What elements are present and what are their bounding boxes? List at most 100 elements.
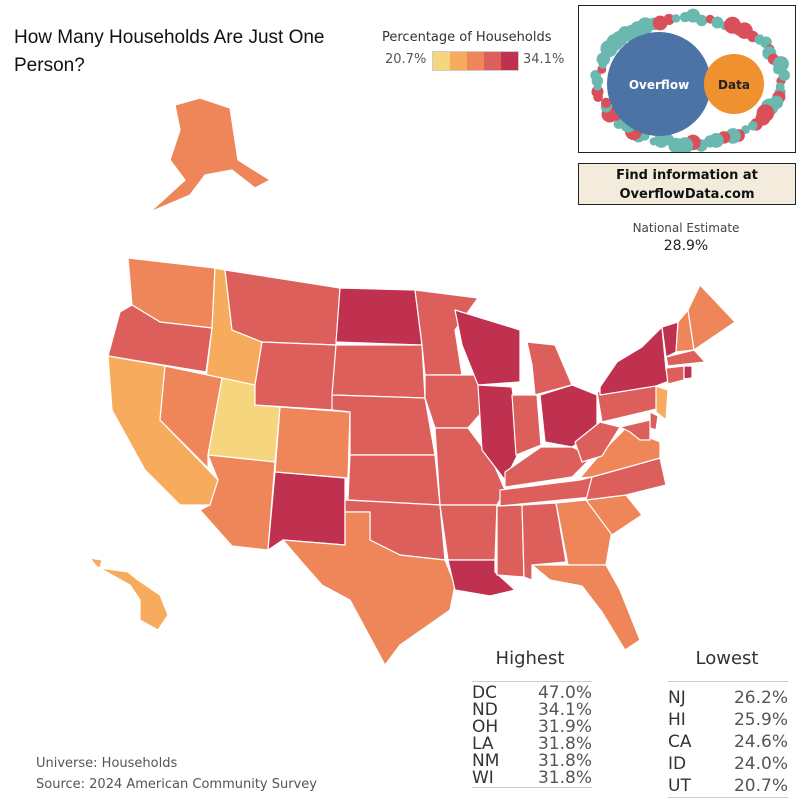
state-sd[interactable] <box>331 344 426 399</box>
state-nj[interactable] <box>655 385 669 421</box>
source-note: Source: 2024 American Community Survey <box>36 777 317 792</box>
state-code: OH <box>472 717 499 737</box>
table-row: WI 31.8% <box>472 770 592 787</box>
percentage: 20.7% <box>733 776 788 796</box>
logo-bubble <box>671 14 681 23</box>
state-ct[interactable] <box>665 365 685 385</box>
state-il[interactable] <box>477 384 521 481</box>
state-code: NJ <box>668 688 686 708</box>
legend-swatch <box>467 52 484 70</box>
state-code: ND <box>472 700 498 720</box>
logo-bubble-blue <box>607 32 711 136</box>
table-row: UT 20.7% <box>668 775 788 797</box>
state-code: DC <box>472 683 497 703</box>
state-ar[interactable] <box>439 504 498 561</box>
logo-bubble <box>663 13 675 25</box>
logo-bubble-orange <box>704 54 764 114</box>
percentage: 31.8% <box>537 734 592 754</box>
state-md[interactable] <box>619 419 651 441</box>
logo-bubble <box>613 118 624 130</box>
state-nv[interactable] <box>159 365 223 469</box>
state-or[interactable] <box>107 304 213 373</box>
state-tx[interactable] <box>282 511 456 666</box>
national-estimate-label: National Estimate <box>632 221 740 235</box>
percentage: 24.0% <box>733 754 788 774</box>
state-wv[interactable] <box>574 421 621 463</box>
legend-swatch <box>450 52 467 70</box>
state-az[interactable] <box>199 454 276 551</box>
state-code: NM <box>472 751 500 771</box>
percentage: 25.9% <box>733 710 788 730</box>
state-fl[interactable] <box>531 564 641 651</box>
percentage: 31.8% <box>537 751 592 771</box>
logo-bubble <box>778 69 790 81</box>
table-row: ND 34.1% <box>472 702 592 719</box>
color-legend <box>432 51 519 71</box>
logo-bubble <box>653 132 669 148</box>
table-row: CA 24.6% <box>668 731 788 753</box>
legend-title: Percentage of Households <box>382 30 552 45</box>
logo-bubble <box>590 69 601 81</box>
state-code: UT <box>668 776 691 796</box>
state-la[interactable] <box>447 559 516 597</box>
table-row: NM 31.8% <box>472 753 592 770</box>
cta-line-2: OverflowData.com <box>619 187 755 202</box>
state-ak[interactable] <box>149 97 271 213</box>
legend-swatch <box>433 52 450 70</box>
table-row: NJ 26.2% <box>668 687 788 709</box>
state-de[interactable] <box>649 411 659 431</box>
state-co[interactable] <box>274 406 351 479</box>
table-row: ID 24.0% <box>668 753 788 775</box>
logo-word-overflow: Overflow <box>629 78 689 92</box>
state-code: WI <box>472 768 494 788</box>
overflow-data-logo[interactable]: Overflow Data <box>578 5 796 154</box>
highest-table: DC 47.0% ND 34.1% OH 31.9% LA 31.8% NM 31.8% WI 31.… <box>472 681 592 788</box>
percentage: 31.9% <box>537 717 592 737</box>
state-mt[interactable] <box>224 269 341 346</box>
legend-swatch <box>484 52 501 70</box>
legend-swatch <box>501 52 518 70</box>
table-row: OH 31.9% <box>472 719 592 736</box>
table-row: HI 25.9% <box>668 709 788 731</box>
state-code: CA <box>668 732 692 752</box>
lowest-title: Lowest <box>695 648 759 669</box>
state-wi[interactable] <box>454 309 521 386</box>
universe-note: Universe: Households <box>36 756 178 771</box>
state-hi[interactable] <box>89 557 169 631</box>
table-row: DC 47.0% <box>472 685 592 702</box>
table-row: LA 31.8% <box>472 736 592 753</box>
state-ma[interactable] <box>665 349 706 367</box>
state-in[interactable] <box>511 394 542 456</box>
state-ms[interactable] <box>496 504 525 578</box>
percentage: 47.0% <box>537 683 592 703</box>
website-link[interactable]: Find information at OverflowData.com <box>578 163 796 205</box>
percentage: 34.1% <box>537 700 592 720</box>
state-me[interactable] <box>687 284 736 351</box>
legend-max: 34.1% <box>523 52 565 67</box>
national-estimate-value: 28.9% <box>663 238 709 254</box>
percentage: 26.2% <box>733 688 788 708</box>
logo-word-data: Data <box>718 78 750 92</box>
state-code: ID <box>668 754 687 774</box>
state-code: LA <box>472 734 494 754</box>
bubble-logo: Overflow Data <box>590 8 790 154</box>
legend-min: 20.7% <box>385 52 427 67</box>
state-code: HI <box>668 710 686 730</box>
page-title: How Many Households Are Just One Person? <box>14 27 325 76</box>
state-ks[interactable] <box>347 454 441 506</box>
percentage: 31.8% <box>537 768 592 788</box>
cta-line-1: Find information at <box>616 168 758 183</box>
state-nm[interactable] <box>267 471 346 551</box>
logo-bubble <box>695 14 708 27</box>
percentage: 24.6% <box>733 732 788 752</box>
state-nd[interactable] <box>335 287 423 346</box>
highest-title: Highest <box>495 648 565 669</box>
logo-bubble <box>649 137 658 146</box>
logo-bubble <box>748 121 758 131</box>
state-wy[interactable] <box>254 341 337 411</box>
state-mi[interactable] <box>526 341 573 396</box>
state-ri[interactable] <box>683 365 693 380</box>
lowest-table: NJ 26.2% HI 25.9% CA 24.6% ID 24.0% UT 20.7% <box>668 681 788 798</box>
logo-bubble <box>600 97 612 108</box>
